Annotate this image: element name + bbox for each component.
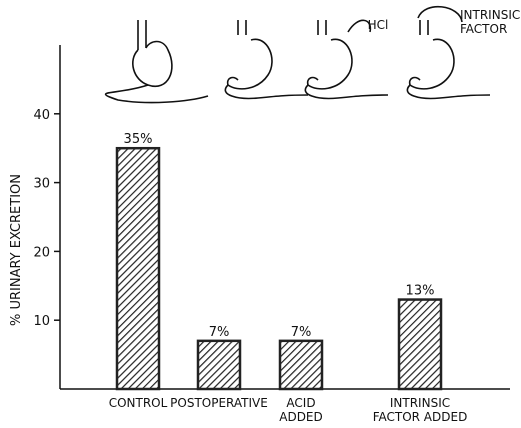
- y-axis-label: % URINARY EXCRETION: [9, 174, 24, 326]
- bar: [198, 341, 240, 389]
- x-tick-label: INTRINSIC FACTOR ADDED: [373, 396, 468, 424]
- y-tick-label: 40: [33, 108, 50, 123]
- y-tick-label: 20: [33, 245, 50, 260]
- bar: [399, 300, 441, 389]
- value-label: 13%: [406, 284, 435, 299]
- value-label: 7%: [291, 325, 312, 340]
- value-label: 35%: [124, 132, 153, 147]
- y-tick-label: 30: [33, 177, 50, 192]
- y-tick-label: 10: [33, 314, 50, 329]
- annotation: INTRINSIC FACTOR: [460, 8, 520, 36]
- bar: [280, 341, 322, 389]
- stomach-icons: [106, 7, 490, 103]
- annotation: HCl: [368, 18, 389, 32]
- page: % URINARY EXCRETION 10 20 30 40 35% 7% 7% 13% H…: [0, 0, 521, 428]
- x-tick-label: CONTROL: [109, 396, 168, 410]
- x-tick-label: POSTOPERATIVE: [170, 396, 268, 410]
- value-label: 7%: [209, 325, 230, 340]
- chart: % URINARY EXCRETION 10 20 30 40 35% 7% 7% 13%: [0, 0, 521, 428]
- bar: [117, 148, 159, 389]
- x-tick-label: ACID ADDED: [279, 396, 323, 424]
